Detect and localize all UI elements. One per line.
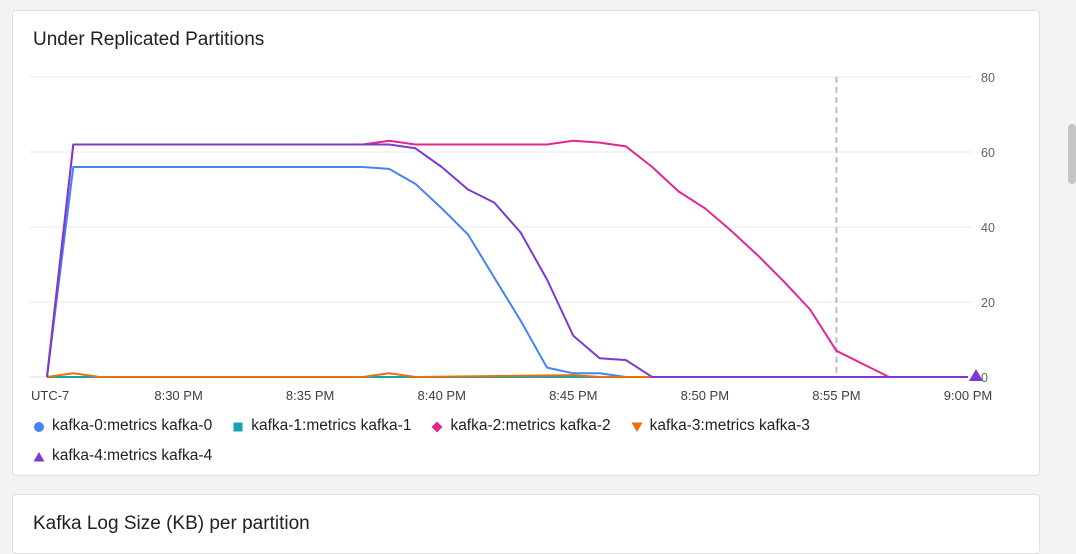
circle-marker-icon [33, 420, 45, 432]
scrollbar-thumb[interactable] [1068, 124, 1076, 184]
legend-item-kafka-2[interactable]: kafka-2:metrics kafka-2 [431, 415, 611, 437]
chart-title-log-size: Kafka Log Size (KB) per partition [33, 513, 310, 534]
legend-label: kafka-2:metrics kafka-2 [450, 417, 611, 434]
x-tick-label: 8:35 PM [286, 388, 334, 403]
x-tick-label: 8:55 PM [812, 388, 860, 403]
square-marker-icon [232, 420, 244, 432]
legend-item-kafka-0[interactable]: kafka-0:metrics kafka-0 [33, 415, 212, 437]
y-tick-label: 80 [981, 71, 995, 85]
legend-item-kafka-4[interactable]: kafka-4:metrics kafka-4 [33, 445, 212, 467]
x-tick-label: 8:50 PM [681, 388, 729, 403]
scrollbar-track[interactable] [1064, 0, 1076, 537]
timezone-label: UTC-7 [31, 388, 69, 403]
y-tick-label: 40 [981, 221, 995, 235]
chart-title: Under Replicated Partitions [33, 29, 265, 50]
legend-item-kafka-1[interactable]: kafka-1:metrics kafka-1 [232, 415, 411, 437]
legend-item-kafka-3[interactable]: kafka-3:metrics kafka-3 [631, 415, 810, 437]
x-tick-label: 8:40 PM [418, 388, 466, 403]
legend-label: kafka-4:metrics kafka-4 [52, 447, 213, 464]
chart-card-log-size: Kafka Log Size (KB) per partition [12, 494, 1040, 554]
legend-label: kafka-0:metrics kafka-0 [52, 417, 213, 434]
diamond-marker-icon [431, 420, 443, 433]
chart-card-under-replicated: Under Replicated Partitions 0 20 40 60 80 UTC… [12, 10, 1040, 476]
legend-label: kafka-3:metrics kafka-3 [649, 417, 810, 434]
x-tick-label: 8:45 PM [549, 388, 597, 403]
series-end-marker[interactable] [969, 369, 983, 381]
triangle-down-marker-icon [631, 420, 643, 432]
legend-label: kafka-1:metrics kafka-1 [251, 417, 412, 434]
x-tick-label: 8:30 PM [154, 388, 202, 403]
series-line-kafka-4[interactable] [46, 143, 968, 378]
y-tick-label: 60 [981, 146, 995, 160]
series-line-kafka-2[interactable] [46, 139, 968, 378]
series-line-kafka-0[interactable] [46, 166, 968, 378]
triangle-up-marker-icon [33, 450, 45, 462]
x-tick-label: 9:00 PM [944, 388, 992, 403]
chart-legend: kafka-0:metrics kafka-0 kafka-1:metrics k… [33, 415, 1023, 467]
y-tick-label: 0 [981, 371, 988, 385]
chart-plot[interactable]: 0 20 40 60 80 UTC-7 8:30 PM 8:35 PM 8:40 PM 8:45 … [13, 11, 1041, 411]
y-tick-label: 20 [981, 296, 995, 310]
series-line-kafka-3[interactable] [46, 372, 968, 378]
